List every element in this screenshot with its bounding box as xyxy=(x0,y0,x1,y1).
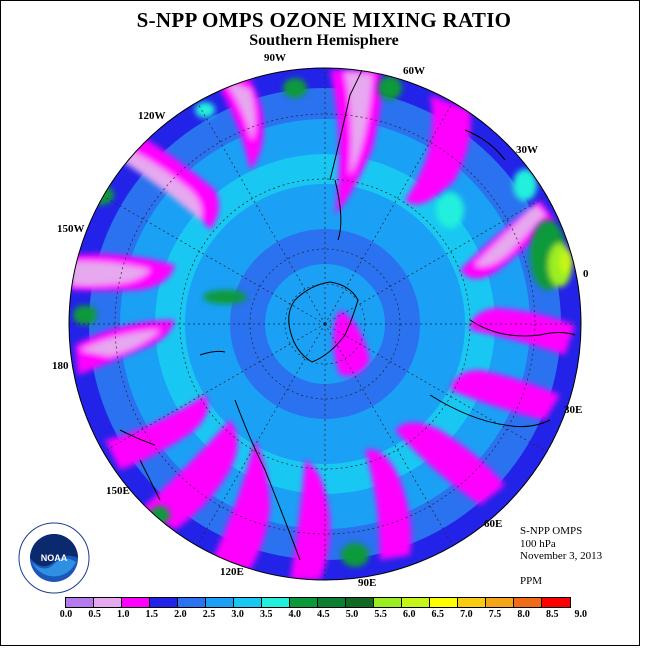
lon-label-30w: 30W xyxy=(516,144,538,156)
colorbar-swatch xyxy=(542,598,570,607)
colorbar-tick-label: 1.0 xyxy=(116,609,130,620)
colorbar-swatch xyxy=(94,598,122,607)
colorbar-tick-label: 2.5 xyxy=(202,609,216,620)
lon-label-150e: 150E xyxy=(106,485,130,497)
graticule xyxy=(69,68,581,580)
colorbar-swatch xyxy=(150,598,178,607)
colorbar xyxy=(65,597,571,608)
colorbar-swatch xyxy=(66,598,94,607)
colorbar-swatch xyxy=(178,598,206,607)
noaa-logo: NOAA xyxy=(18,522,90,594)
lon-label-150w: 150W xyxy=(57,223,85,235)
colorbar-tick-label: 3.5 xyxy=(259,609,273,620)
colorbar-tick-label: 5.0 xyxy=(345,609,359,620)
colorbar-swatch xyxy=(290,598,318,607)
lon-label-180: 180 xyxy=(52,360,69,372)
colorbar-tick-label: 7.5 xyxy=(488,609,502,620)
colorbar-swatch xyxy=(206,598,234,607)
colorbar-ticks: 0.0 0.5 1.0 1.5 2.0 2.5 3.0 3.5 4.0 4.5 5.0 5.5 6.0 6… xyxy=(60,609,587,623)
colorbar-swatch xyxy=(262,598,290,607)
colorbar-tick-label: 8.5 xyxy=(545,609,559,620)
lon-label-0: 0 xyxy=(583,268,589,280)
colorbar-tick-label: 0.5 xyxy=(88,609,101,620)
ozone-field xyxy=(69,68,581,580)
colorbar-swatch xyxy=(430,598,458,607)
coastlines xyxy=(119,69,576,561)
colorbar-tick-label: 4.5 xyxy=(317,609,330,620)
colorbar-tick-label: 5.5 xyxy=(374,609,387,620)
map-boundary xyxy=(68,67,582,581)
colorbar-tick-label: 8.0 xyxy=(517,609,530,620)
colorbar-swatch xyxy=(318,598,346,607)
colorbar-swatch xyxy=(346,598,374,607)
map-title: S-NPP OMPS OZONE MIXING RATIO xyxy=(136,8,512,32)
info-date: November 3, 2013 xyxy=(520,550,603,562)
colorbar-tick-label: 6.5 xyxy=(431,609,445,620)
colorbar-swatch xyxy=(486,598,514,607)
colorbar-tick-label: 0.0 xyxy=(59,609,73,620)
colorbar-tick-label: 1.5 xyxy=(145,609,159,620)
colorbar-tick-label: 3.0 xyxy=(231,609,244,620)
colorbar-swatch xyxy=(402,598,430,607)
lon-label-120e: 120E xyxy=(220,566,244,578)
info-level: 100 hPa xyxy=(520,538,556,550)
logo-text: NOAA xyxy=(41,553,68,563)
colorbar-tick-label: 7.0 xyxy=(460,609,473,620)
info-product: S-NPP OMPS xyxy=(520,525,583,537)
colorbar-swatch xyxy=(374,598,402,607)
colorbar-tick-label: 9.0 xyxy=(574,609,588,620)
colorbar-swatch xyxy=(234,598,262,607)
colorbar-tick-label: 2.0 xyxy=(174,609,187,620)
lon-label-90w: 90W xyxy=(264,52,286,64)
lon-label-60e: 60E xyxy=(484,518,503,530)
colorbar-tick-label: 6.0 xyxy=(402,609,416,620)
lon-label-120w: 120W xyxy=(138,110,166,122)
info-units: PPM xyxy=(520,575,543,587)
colorbar-swatch xyxy=(514,598,542,607)
lon-label-90e: 90E xyxy=(358,577,377,589)
colorbar-swatch xyxy=(122,598,150,607)
lon-label-60w: 60W xyxy=(403,65,425,77)
colorbar-swatch xyxy=(458,598,486,607)
map-subtitle: Southern Hemisphere xyxy=(249,32,399,49)
colorbar-tick-label: 4.0 xyxy=(288,609,302,620)
lon-label-30e: 30E xyxy=(564,404,583,416)
